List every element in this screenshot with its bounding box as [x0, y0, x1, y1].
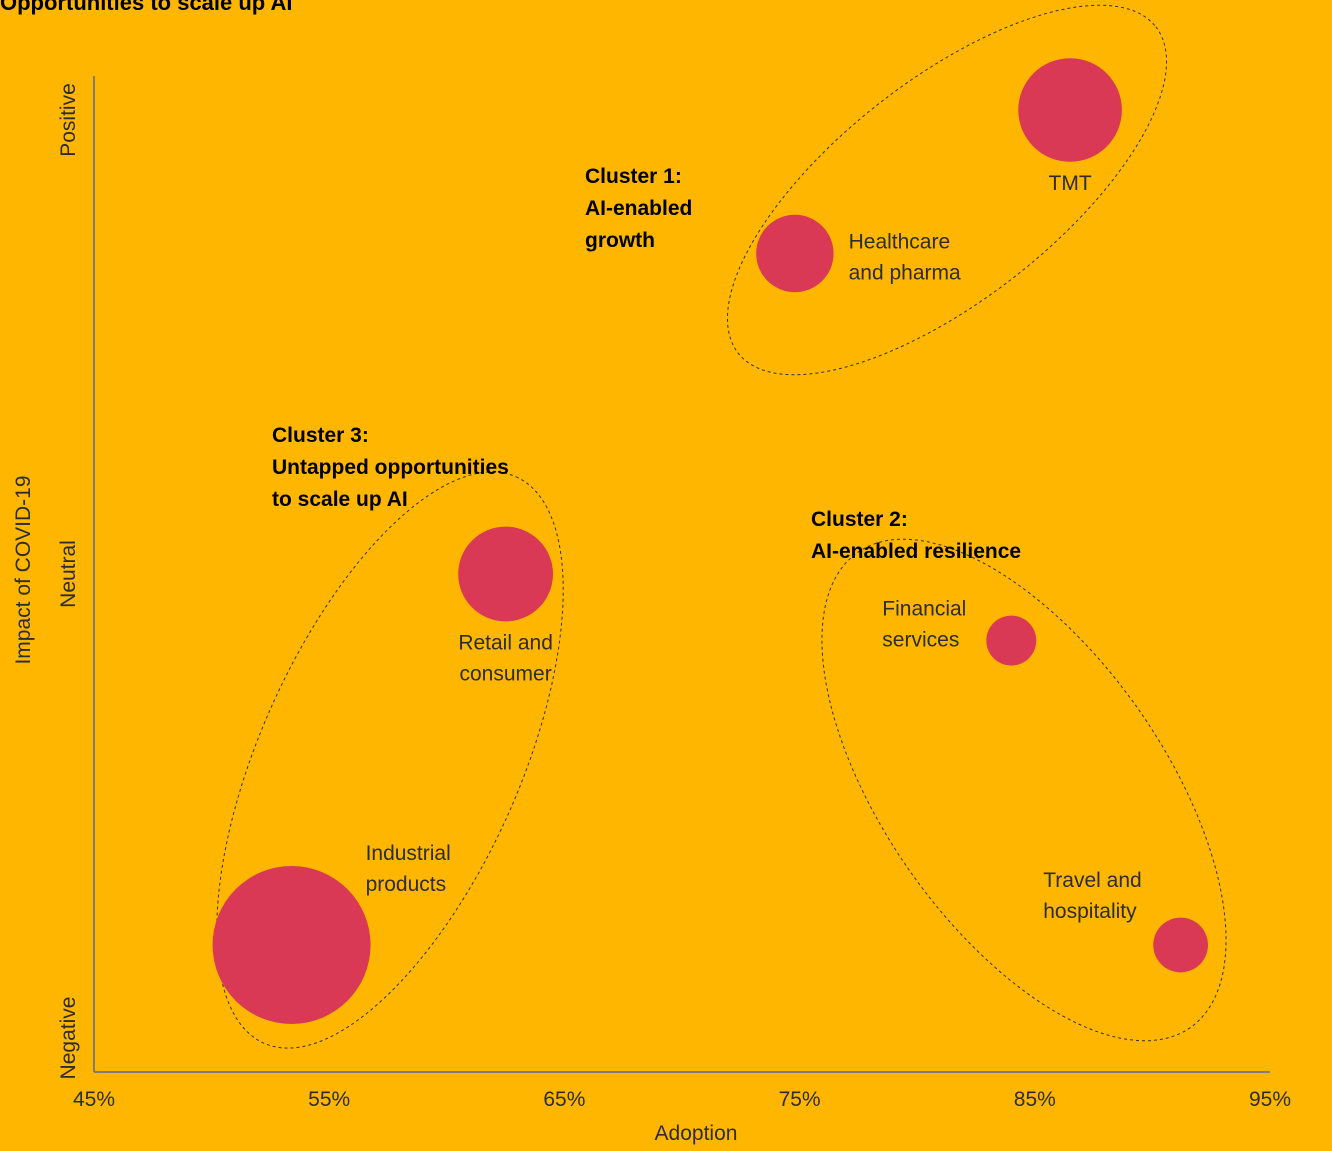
cluster-label: Untapped opportunities	[272, 456, 509, 479]
cluster-label: Cluster 2:	[811, 508, 908, 531]
bubble-label: Industrial	[366, 842, 451, 865]
x-tick-label: 65%	[543, 1088, 585, 1111]
cluster-label: growth	[585, 229, 655, 252]
bubble-label: services	[882, 629, 959, 652]
bubble-label: Travel and	[1043, 869, 1141, 892]
bubble-label: consumer	[459, 662, 551, 685]
cluster-ellipse	[216, 471, 564, 1049]
chart-title: Opportunities to scale up AI	[0, 0, 293, 15]
cluster-ellipse	[726, 4, 1168, 376]
bubble	[756, 214, 834, 293]
x-tick-label: 75%	[779, 1088, 821, 1111]
x-tick-label: 85%	[1014, 1088, 1056, 1111]
y-tick-label: Positive	[57, 83, 80, 157]
bubble	[986, 615, 1037, 666]
bubble	[212, 866, 371, 1024]
bubble-label: products	[366, 873, 447, 896]
x-tick-label: 55%	[308, 1088, 350, 1111]
bubble-label: Healthcare	[849, 231, 951, 254]
cluster-label: AI-enabled	[585, 197, 692, 220]
cluster-label: Cluster 1:	[585, 165, 682, 188]
x-tick-label: 95%	[1249, 1088, 1291, 1111]
bubble-label: Financial	[882, 598, 966, 621]
bubble-label: Retail and	[458, 631, 553, 654]
cluster-ellipse	[821, 538, 1227, 1042]
y-tick-label: Negative	[57, 997, 80, 1080]
x-axis-label: Adoption	[655, 1122, 738, 1145]
cluster-label: to scale up AI	[272, 488, 408, 511]
bubble-label: and pharma	[849, 262, 961, 285]
bubble-label: hospitality	[1043, 900, 1137, 923]
bubble-label: TMT	[1049, 172, 1092, 195]
x-tick-label: 45%	[73, 1088, 115, 1111]
y-axis-label: Impact of COVID-19	[12, 475, 35, 664]
bubble	[1018, 58, 1122, 162]
cluster-label: Cluster 3:	[272, 424, 369, 447]
bubble	[458, 526, 553, 622]
bubble	[1153, 917, 1208, 973]
y-tick-label: Neutral	[57, 540, 80, 608]
cluster-label: AI-enabled resilience	[811, 540, 1021, 563]
